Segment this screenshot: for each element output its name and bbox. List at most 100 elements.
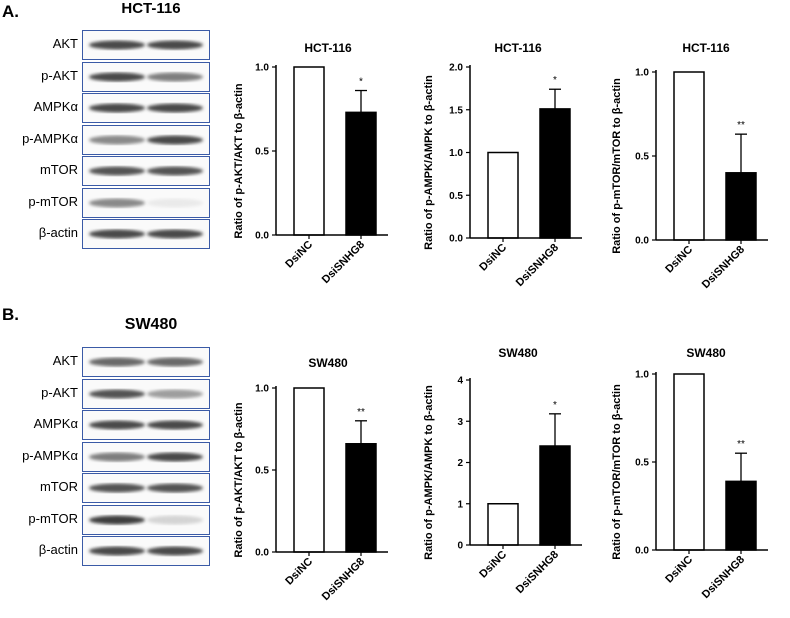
blot-label: p-mTOR: [28, 193, 78, 209]
y-tick-label: 1.0: [635, 68, 649, 79]
y-tick-label: 3: [457, 417, 463, 428]
chart-title: SW480: [498, 346, 538, 360]
bar-dsinc: [673, 373, 705, 551]
bar-dsisnhg8: [725, 480, 757, 551]
blot-band: [89, 420, 145, 430]
blot-band: [89, 546, 145, 556]
blot-band: [89, 357, 145, 367]
blot-image: [82, 378, 210, 409]
blot-band: [147, 389, 203, 398]
x-tick-label: DsiSNHG8: [320, 556, 367, 603]
blot-band: [89, 72, 145, 81]
blot-label: p-AKT: [41, 384, 78, 400]
bar-dsisnhg8: [539, 445, 571, 546]
blot-band: [147, 420, 203, 430]
bar-chart-sw480-pmtor: SW480 Ratio of p-mTOR/mTOR to β-actin 0.0 0…: [611, 346, 768, 601]
blot-label: p-AMPKα: [22, 447, 78, 463]
blot-band: [147, 135, 203, 144]
y-axis-label: Ratio of p-mTOR/mTOR to β-actin: [611, 384, 623, 560]
x-tick-label: DsiSNHG8: [320, 239, 367, 286]
bar-chart-hct116-pampk: HCT-116 Ratio of p-AMPK/AMPK to β-actin 0.…: [423, 41, 582, 289]
y-axis-label: Ratio of p-AMPK/AMPK to β-actin: [423, 75, 435, 250]
x-tick-label: DsiNC: [283, 239, 315, 271]
blot-label: p-mTOR: [28, 510, 78, 526]
blot-label: AMPKα: [33, 99, 78, 114]
blot-image: [82, 156, 210, 186]
blot-band: [147, 40, 203, 50]
y-tick-label: 0.5: [635, 152, 649, 163]
blot-image: [82, 187, 210, 218]
y-tick-label: 0.0: [255, 231, 269, 242]
blot-band: [89, 515, 145, 524]
blot-band: [147, 483, 203, 493]
significance-marker: **: [357, 407, 365, 418]
blot-band: [147, 357, 203, 367]
significance-marker: *: [553, 75, 557, 86]
y-tick-label: 2: [457, 458, 463, 469]
significance-marker: *: [359, 77, 363, 88]
blot-image: [82, 473, 210, 503]
y-tick-label: 1.0: [449, 148, 463, 159]
blot-image: [82, 93, 210, 123]
y-axis-label: Ratio of p-AMPK/AMPK to β-actin: [423, 385, 435, 560]
blot-label: AKT: [52, 36, 78, 51]
blot-title-sw480: SW480: [124, 316, 178, 333]
x-tick-label: DsiSNHG8: [700, 244, 747, 291]
x-tick-label: DsiNC: [283, 556, 315, 588]
bar-dsinc: [487, 151, 519, 239]
blot-band: [147, 198, 203, 207]
y-tick-label: 0: [457, 541, 463, 552]
blot-label: β-actin: [38, 225, 78, 240]
bar-chart-hct116-pmtor: HCT-116 Ratio of p-mTOR/mTOR to β-actin 0.…: [611, 41, 768, 291]
bar-dsinc: [487, 503, 519, 546]
blot-band: [147, 229, 203, 239]
blot-image: [82, 61, 210, 92]
blot-band: [147, 546, 203, 556]
bar-dsinc: [293, 66, 325, 236]
blot-band: [147, 166, 203, 176]
blot-band: [89, 389, 145, 398]
panel-label-a: A.: [2, 2, 19, 21]
chart-title: SW480: [686, 346, 726, 360]
blot-label: AMPKα: [33, 416, 78, 431]
blot-band: [89, 483, 145, 493]
blot-label: mTOR: [39, 479, 78, 494]
x-tick-label: DsiNC: [477, 549, 509, 581]
x-tick-label: DsiNC: [663, 244, 695, 276]
blot-band: [89, 103, 145, 113]
significance-marker: **: [737, 120, 745, 131]
blot-image: [82, 30, 210, 60]
blot-band: [89, 135, 145, 144]
blot-band: [89, 166, 145, 176]
y-tick-label: 0.5: [255, 466, 269, 477]
y-tick-label: 0.5: [449, 191, 463, 202]
blot-image: [82, 219, 210, 249]
bar-dsisnhg8: [345, 111, 377, 236]
bar-dsisnhg8: [725, 172, 757, 241]
chart-title: HCT-116: [494, 41, 542, 55]
x-tick-label: DsiNC: [477, 242, 509, 274]
blot-image: [82, 124, 210, 155]
blot-band: [147, 72, 203, 81]
y-tick-label: 4: [457, 376, 463, 387]
bar-chart-sw480-pampk: SW480 Ratio of p-AMPK/AMPK to β-actin 0 1 2 3…: [423, 346, 582, 596]
x-tick-label: DsiSNHG8: [514, 242, 561, 289]
y-tick-label: 0.0: [449, 234, 463, 245]
y-axis-label: Ratio of p-AKT/AKT to β-actin: [233, 402, 245, 557]
chart-title: HCT-116: [682, 41, 730, 55]
y-tick-label: 1.0: [255, 63, 269, 74]
significance-marker: **: [737, 439, 745, 450]
blot-image: [82, 536, 210, 566]
chart-title: SW480: [308, 356, 348, 370]
blot-label: AKT: [52, 353, 78, 368]
blot-image: [82, 347, 210, 377]
y-tick-label: 1.5: [449, 105, 463, 116]
blot-label: p-AKT: [41, 67, 78, 83]
blot-band: [89, 452, 145, 461]
panel-label-b: B.: [2, 305, 19, 324]
y-axis-label: Ratio of p-mTOR/mTOR to β-actin: [611, 78, 623, 254]
blot-label: p-AMPKα: [22, 130, 78, 146]
chart-title: HCT-116: [304, 41, 352, 55]
y-axis-label: Ratio of p-AKT/AKT to β-actin: [233, 83, 245, 238]
x-tick-label: DsiNC: [663, 554, 695, 586]
